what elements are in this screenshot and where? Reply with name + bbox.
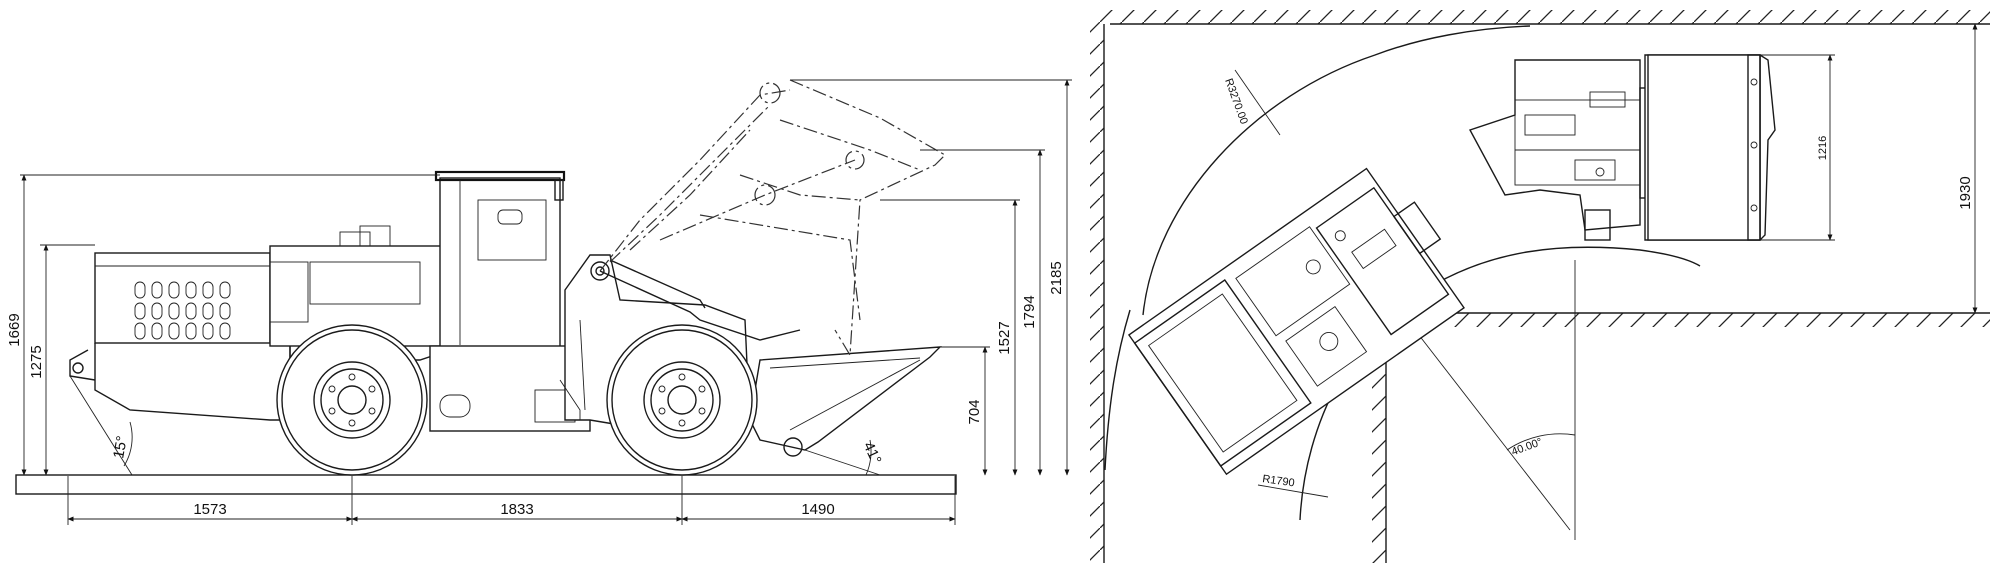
wall-left [1090, 24, 1104, 563]
dim-label-angle-41: 41° [860, 439, 885, 467]
dim-label-r1790: R1790 [1262, 473, 1296, 489]
dim-label-r3270: R3270.00 [1222, 77, 1250, 126]
dim-height-1794: 1794 [920, 149, 1045, 476]
front-wheel [606, 324, 758, 476]
rear-wheel [276, 324, 428, 476]
plan-view: 40.00° R3270.00 R1790 [1090, 10, 1990, 563]
dim-label-1490: 1490 [801, 501, 834, 518]
dim-label-1275: 1275 [28, 345, 45, 378]
loader-body [69, 170, 942, 457]
dim-height-body: 1275 [28, 244, 95, 476]
dim-length-row: 1573 1833 1490 [67, 476, 956, 525]
wall-bottom [1390, 313, 1990, 327]
dim-label-1669: 1669 [6, 313, 23, 346]
dim-height-max: 2185 [790, 79, 1072, 476]
dim-label-1794: 1794 [1021, 295, 1038, 328]
dim-aisle-width: 1930 [1957, 23, 1978, 314]
dim-label-1930: 1930 [1957, 176, 1974, 209]
side-view: 1669 1275 15° 1573 1833 1490 [6, 79, 1072, 525]
dim-angle-rear: 15° [69, 375, 133, 476]
dim-label-angle-15: 15° [110, 435, 131, 460]
inner-radius-arc [1299, 246, 1701, 521]
dim-height-1527: 1527 [880, 199, 1020, 476]
dim-label-704: 704 [966, 399, 983, 424]
wall-inner-vertical [1372, 313, 1386, 563]
wall-top [1095, 10, 1990, 24]
dim-dump-height: 704 [940, 346, 990, 476]
dim-label-1573: 1573 [193, 501, 226, 518]
dim-label-1527: 1527 [996, 321, 1013, 354]
dim-label-2185: 2185 [1048, 261, 1065, 294]
dim-label-1216: 1216 [1817, 136, 1829, 160]
dim-angle-bucket: 41° [804, 439, 885, 476]
plan-rear-frame [1127, 167, 1465, 476]
dim-height-overall: 1669 [6, 174, 440, 476]
raised-boom-outline [599, 79, 946, 357]
dim-bucket-width: 1216 [1760, 54, 1835, 241]
plan-bucket [1647, 54, 1776, 241]
outer-radius-arc [1142, 25, 1531, 316]
dim-label-1833: 1833 [500, 501, 533, 518]
ground-platform [15, 474, 957, 495]
